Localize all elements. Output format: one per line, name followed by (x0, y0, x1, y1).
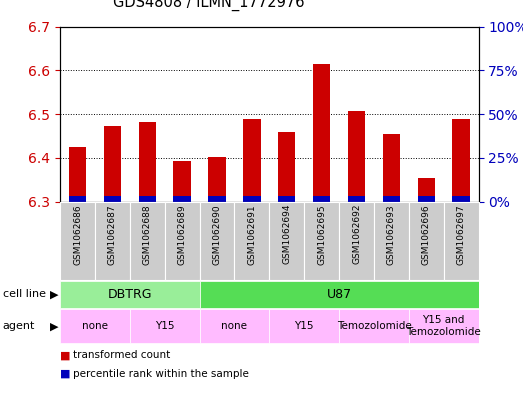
Text: U87: U87 (326, 288, 351, 301)
Bar (60, 309, 130, 343)
Text: GSM1062688: GSM1062688 (143, 204, 152, 264)
Bar (69, 147, 86, 202)
Text: Y15: Y15 (294, 321, 314, 331)
Bar (313, 64, 331, 202)
Text: DBTRG: DBTRG (108, 288, 152, 301)
Bar (200, 281, 479, 308)
Text: Temozolomide: Temozolomide (337, 321, 411, 331)
Bar (60, 202, 95, 280)
Bar (69, 196, 86, 202)
Bar (243, 119, 260, 202)
Text: GSM1062697: GSM1062697 (457, 204, 465, 264)
Bar (104, 196, 121, 202)
Text: GSM1062695: GSM1062695 (317, 204, 326, 264)
Bar (444, 202, 479, 280)
Bar (174, 196, 191, 202)
Bar (269, 309, 339, 343)
Bar (304, 202, 339, 280)
Text: GSM1062692: GSM1062692 (352, 204, 361, 264)
Bar (243, 196, 260, 202)
Bar (409, 309, 479, 343)
Bar (269, 202, 304, 280)
Bar (60, 281, 200, 308)
Bar (208, 196, 226, 202)
Bar (348, 111, 365, 202)
Text: GSM1062686: GSM1062686 (73, 204, 82, 264)
Bar (200, 202, 234, 280)
Text: GSM1062694: GSM1062694 (282, 204, 291, 264)
Bar (278, 196, 295, 202)
Bar (417, 178, 435, 202)
Text: GSM1062693: GSM1062693 (387, 204, 396, 264)
Text: agent: agent (3, 321, 35, 331)
Text: ▶: ▶ (50, 321, 58, 331)
Text: GSM1062687: GSM1062687 (108, 204, 117, 264)
Bar (208, 156, 226, 202)
Bar (452, 196, 470, 202)
Text: GSM1062691: GSM1062691 (247, 204, 256, 264)
Bar (165, 202, 200, 280)
Bar (174, 161, 191, 202)
Bar (383, 134, 400, 202)
Bar (234, 202, 269, 280)
Text: GDS4808 / ILMN_1772976: GDS4808 / ILMN_1772976 (113, 0, 305, 11)
Bar (452, 119, 470, 202)
Text: GSM1062689: GSM1062689 (178, 204, 187, 264)
Text: ■: ■ (60, 351, 71, 360)
Text: cell line: cell line (3, 289, 46, 299)
Text: ▶: ▶ (50, 289, 58, 299)
Bar (348, 196, 365, 202)
Text: Y15: Y15 (155, 321, 175, 331)
Bar (130, 202, 165, 280)
Bar (104, 126, 121, 202)
Text: ■: ■ (60, 369, 71, 378)
Text: transformed count: transformed count (73, 351, 170, 360)
Text: GSM1062696: GSM1062696 (422, 204, 431, 264)
Bar (95, 202, 130, 280)
Bar (339, 202, 374, 280)
Bar (200, 309, 269, 343)
Bar (417, 196, 435, 202)
Bar (409, 202, 444, 280)
Bar (130, 309, 200, 343)
Text: percentile rank within the sample: percentile rank within the sample (73, 369, 249, 378)
Bar (278, 132, 295, 202)
Bar (374, 202, 409, 280)
Text: Y15 and
Temozolomide: Y15 and Temozolomide (406, 316, 481, 337)
Bar (339, 309, 409, 343)
Bar (313, 196, 331, 202)
Text: none: none (221, 321, 247, 331)
Bar (383, 196, 400, 202)
Bar (139, 121, 156, 202)
Text: none: none (82, 321, 108, 331)
Bar (139, 196, 156, 202)
Text: GSM1062690: GSM1062690 (212, 204, 222, 264)
